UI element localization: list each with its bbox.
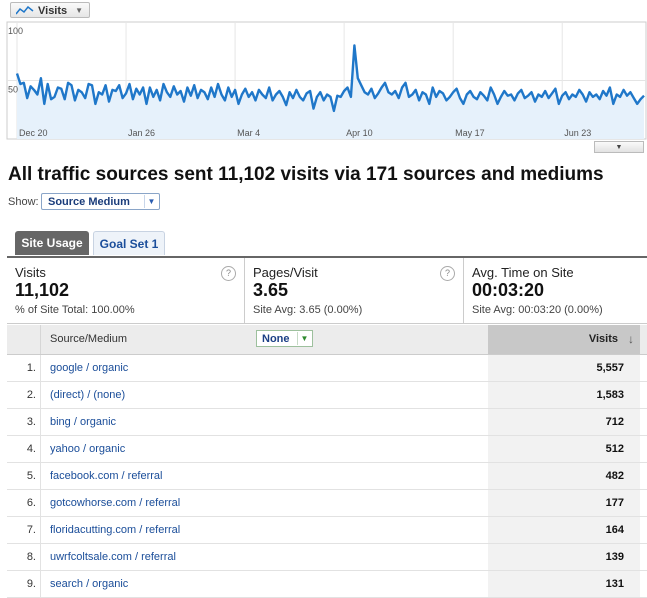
scorecard-sub: Site Avg: 3.65 (0.00%)	[253, 304, 363, 316]
scorecard-value: 3.65	[253, 280, 289, 300]
table-row: 1. google / organic 5,557	[7, 355, 647, 382]
scorecard-sub: Site Avg: 00:03:20 (0.00%)	[472, 304, 603, 316]
visits-chart-area: 100 50 Dec 20 Jan 26 Mar 4 Apr 10 May 17 Jun 23…	[0, 0, 647, 155]
visits-area	[17, 45, 644, 139]
chevron-down-icon: ▼	[144, 195, 158, 208]
x-tick-label: Apr 10	[346, 128, 373, 138]
column-header-visits[interactable]: Visits ↓	[488, 325, 640, 354]
source-medium-link[interactable]: search / organic	[50, 578, 129, 590]
column-header-source-medium[interactable]: Source/Medium	[50, 333, 128, 345]
tab-site-usage[interactable]: Site Usage	[15, 231, 89, 255]
x-tick-label: May 17	[455, 128, 485, 138]
column-divider	[40, 409, 41, 435]
row-number: 3.	[26, 416, 36, 428]
column-divider	[40, 325, 41, 354]
visits-cell: 482	[488, 463, 640, 489]
caret-down-icon: ▼	[75, 6, 83, 15]
tab-goal-set-1[interactable]: Goal Set 1	[93, 231, 165, 255]
dimension-select-value: Source Medium	[48, 196, 130, 208]
row-number: 6.	[26, 497, 36, 509]
row-number: 7.	[26, 524, 36, 536]
column-divider	[40, 355, 41, 381]
visits-line-chart[interactable]: 100 50 Dec 20 Jan 26 Mar 4 Apr 10 May 17 Jun 23	[0, 0, 647, 155]
column-divider	[40, 463, 41, 489]
visits-cell: 131	[488, 571, 640, 597]
source-medium-link[interactable]: bing / organic	[50, 416, 117, 428]
scorecard-value: 00:03:20	[472, 280, 545, 300]
scorecard-value: 11,102	[15, 280, 70, 300]
help-icon[interactable]: ?	[440, 266, 455, 281]
x-tick-label: Mar 4	[237, 128, 260, 138]
scorecard-name: Visits	[15, 265, 46, 280]
scorecard-pages-per-visit: Pages/Visit 3.65 Site Avg: 3.65 (0.00%) …	[245, 258, 464, 324]
table-row: 5. facebook.com / referral 482	[7, 463, 647, 490]
visits-series-line	[15, 44, 645, 113]
visits-cell: 1,583	[488, 382, 640, 408]
visits-cell: 164	[488, 517, 640, 543]
column-divider	[40, 436, 41, 462]
visits-cell: 712	[488, 409, 640, 435]
table-row: 2. (direct) / (none) 1,583	[7, 382, 647, 409]
column-divider	[40, 382, 41, 408]
row-number: 2.	[26, 389, 36, 401]
column-divider	[40, 490, 41, 516]
row-number: 5.	[26, 470, 36, 482]
scorecard-avg-time: Avg. Time on Site 00:03:20 Site Avg: 00:…	[464, 258, 647, 324]
scorecard-name: Pages/Visit	[253, 265, 318, 280]
table-row: 8. uwrfcoltsale.com / referral 139	[7, 544, 647, 571]
chart-expand-button[interactable]: ▼	[594, 141, 644, 153]
page-title: All traffic sources sent 11,102 visits v…	[8, 164, 604, 185]
sort-descending-icon: ↓	[628, 332, 634, 346]
scorecard-sub: % of Site Total: 100.00%	[15, 304, 135, 316]
table-row: 3. bing / organic 712	[7, 409, 647, 436]
metric-selector[interactable]: Visits ▼	[10, 2, 90, 18]
scorecard-visits: Visits 11,102 % of Site Total: 100.00% ?	[7, 258, 245, 324]
row-number: 8.	[26, 551, 36, 563]
visits-cell: 5,557	[488, 355, 640, 381]
y-tick-label: 100	[8, 26, 23, 36]
source-medium-link[interactable]: uwrfcoltsale.com / referral	[50, 551, 176, 563]
source-medium-link[interactable]: yahoo / organic	[50, 443, 126, 455]
source-medium-link[interactable]: facebook.com / referral	[50, 470, 163, 482]
source-medium-link[interactable]: (direct) / (none)	[50, 389, 126, 401]
row-number: 4.	[26, 443, 36, 455]
table-row: 6. gotcowhorse.com / referral 177	[7, 490, 647, 517]
x-tick-label: Jan 26	[128, 128, 155, 138]
line-chart-icon	[16, 6, 34, 15]
column-divider	[40, 517, 41, 543]
row-number: 9.	[26, 578, 36, 590]
traffic-sources-table: Source/Medium None ▼ Visits ↓ 1. google /…	[7, 325, 647, 598]
x-tick-label: Jun 23	[564, 128, 591, 138]
secondary-dimension-value: None	[262, 333, 290, 345]
visits-cell: 139	[488, 544, 640, 570]
visits-header-label: Visits	[588, 333, 618, 345]
column-divider	[40, 571, 41, 597]
chevron-down-icon: ▼	[297, 332, 311, 345]
help-icon[interactable]: ?	[221, 266, 236, 281]
x-tick-label: Dec 20	[19, 128, 48, 138]
source-medium-link[interactable]: gotcowhorse.com / referral	[50, 497, 181, 509]
show-label: Show:	[8, 196, 39, 208]
y-tick-label: 50	[8, 85, 18, 95]
column-divider	[40, 544, 41, 570]
source-medium-link[interactable]: google / organic	[50, 362, 129, 374]
row-number: 1.	[26, 362, 36, 374]
visits-cell: 512	[488, 436, 640, 462]
table-header: Source/Medium None ▼ Visits ↓	[7, 325, 647, 355]
scorecard-panel: Visits 11,102 % of Site Total: 100.00% ?…	[7, 256, 647, 324]
visits-cell: 177	[488, 490, 640, 516]
table-row: 4. yahoo / organic 512	[7, 436, 647, 463]
source-medium-link[interactable]: floridacutting.com / referral	[50, 524, 181, 536]
secondary-dimension-select[interactable]: None ▼	[256, 330, 313, 347]
metric-selector-label: Visits	[38, 5, 68, 17]
table-row: 7. floridacutting.com / referral 164	[7, 517, 647, 544]
dimension-select[interactable]: Source Medium ▼	[41, 193, 160, 210]
scorecard-name: Avg. Time on Site	[472, 265, 574, 280]
table-body: 1. google / organic 5,557 2. (direct) / (non…	[7, 355, 647, 598]
